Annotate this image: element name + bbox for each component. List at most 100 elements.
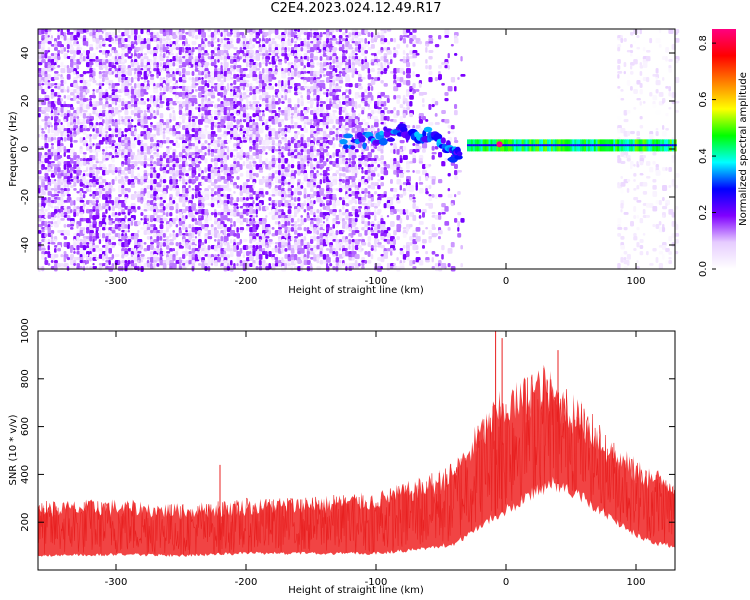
- spectrogram-cell: [249, 131, 253, 134]
- spectrogram-cell: [44, 143, 49, 149]
- spectrogram-cell: [86, 209, 91, 214]
- spectrogram-cell: [262, 146, 266, 152]
- spectrogram-cell: [82, 194, 86, 199]
- spectrogram-cell: [294, 197, 297, 202]
- spectrogram-cell: [319, 53, 323, 57]
- spectrogram-cell: [249, 164, 253, 168]
- spectrogram-cell: [98, 191, 103, 195]
- spectrogram-cell: [268, 119, 271, 122]
- spectrogram-cell: [92, 170, 95, 174]
- spectrogram-cell: [246, 152, 250, 156]
- spectrogram-cell: [166, 170, 170, 174]
- spectrogram-cell: [284, 230, 288, 234]
- spectrogram-cell: [108, 140, 112, 145]
- spectrogram-cell: [252, 245, 256, 249]
- spectrogram-cell: [255, 197, 259, 201]
- spectrogram-cell: [287, 128, 291, 133]
- spectrogram-cell: [207, 152, 211, 156]
- spectrogram-cell: [262, 29, 265, 32]
- spectrogram-cell: [130, 53, 134, 57]
- spectrogram-cell: [338, 242, 343, 245]
- spectrogram-cell: [345, 149, 349, 153]
- spectrogram-cell: [175, 158, 180, 164]
- spectrogram-cell: [310, 119, 313, 123]
- spectrogram-cell: [159, 245, 162, 248]
- spectrogram-cell: [86, 116, 90, 119]
- spectrogram-cell: [169, 104, 173, 108]
- spectrogram-cell: [252, 113, 256, 118]
- spectrogram-cell: [70, 266, 76, 269]
- spectrogram-cell: [143, 263, 147, 268]
- spectrogram-cell: [351, 200, 356, 204]
- spectrogram-cell: [118, 260, 121, 265]
- spectrogram-cell: [44, 86, 49, 92]
- spectrogram-cell: [105, 80, 109, 85]
- spectrogram-cell: [38, 170, 42, 175]
- spectrogram-cell: [322, 224, 326, 230]
- spectrogram-cell: [271, 242, 275, 245]
- spectrogram-cell: [137, 119, 142, 123]
- spectrogram-cell: [274, 65, 278, 69]
- spectrogram-cell: [233, 65, 237, 70]
- spectrogram-cell: [345, 68, 350, 73]
- spectrogram-cell: [297, 209, 301, 212]
- spectrogram-cell: [153, 164, 157, 168]
- spectrogram-cell: [98, 134, 102, 137]
- spectrogram-cell: [108, 206, 111, 211]
- spectrogram-cell: [82, 113, 87, 119]
- spectrogram-cell: [41, 254, 45, 260]
- spectrogram-cell: [178, 125, 182, 128]
- spectrogram-cell: [287, 206, 292, 209]
- spectrogram-cell: [60, 107, 64, 113]
- spectrogram-cell: [345, 101, 349, 104]
- spectrogram-cell: [262, 260, 266, 264]
- spectrogram-cell: [66, 242, 71, 246]
- spectrogram-cell: [41, 212, 46, 216]
- spectrogram-cell: [262, 44, 266, 48]
- spectrogram-cell: [207, 80, 212, 83]
- spectrogram-cell: [73, 257, 78, 261]
- spectrogram-cell: [210, 197, 214, 201]
- spectrogram-cell: [143, 53, 148, 56]
- spectrogram-cell: [201, 32, 206, 38]
- spectrogram-cell: [70, 107, 75, 110]
- spectrogram-cell: [220, 185, 225, 189]
- spectrogram-cell: [281, 260, 286, 263]
- spectrogram-cell: [281, 224, 286, 228]
- spectrogram-cell: [130, 218, 134, 222]
- spectrogram-cell: [338, 197, 342, 201]
- spectrogram-cell: [319, 74, 322, 78]
- spectrogram-cell: [146, 236, 151, 240]
- spectrogram-cell: [50, 44, 55, 47]
- spectrogram-cell: [204, 89, 208, 92]
- spectrogram-cell: [239, 143, 243, 148]
- spectrogram-cell: [319, 86, 323, 92]
- spectrogram-cell: [86, 38, 89, 42]
- spectrogram-cell: [140, 122, 145, 126]
- spectrogram-cell: [150, 218, 153, 223]
- spectrogram-cell: [262, 110, 265, 113]
- spectrogram-cell: [210, 110, 214, 115]
- spectrogram-cell: [143, 80, 147, 83]
- spectrogram-cell: [303, 80, 307, 85]
- spectrogram-cell: [102, 227, 106, 231]
- spectrogram-cell: [310, 188, 314, 192]
- spectrogram-cell: [303, 209, 307, 213]
- spectrogram-cell: [124, 236, 129, 239]
- spectrogram-cell: [118, 77, 121, 83]
- spectrogram-cell: [57, 191, 61, 194]
- spectrogram-cell: [182, 56, 187, 59]
- spectrogram-cell: [114, 221, 118, 225]
- spectrogram-cell: [322, 104, 327, 108]
- spectrogram-cell: [114, 203, 119, 209]
- spectrogram-cell: [162, 206, 166, 211]
- spectrogram-cell: [105, 38, 110, 41]
- spectrogram-cell: [172, 77, 176, 81]
- spectrogram-cell: [233, 29, 237, 35]
- spectrogram-cell: [230, 218, 233, 224]
- spectrogram-cell: [271, 266, 276, 271]
- spectrogram-cell: [102, 113, 106, 117]
- spectrogram-cell: [214, 110, 219, 116]
- spectrogram-cell: [79, 92, 84, 98]
- spectrogram-cell: [319, 218, 323, 224]
